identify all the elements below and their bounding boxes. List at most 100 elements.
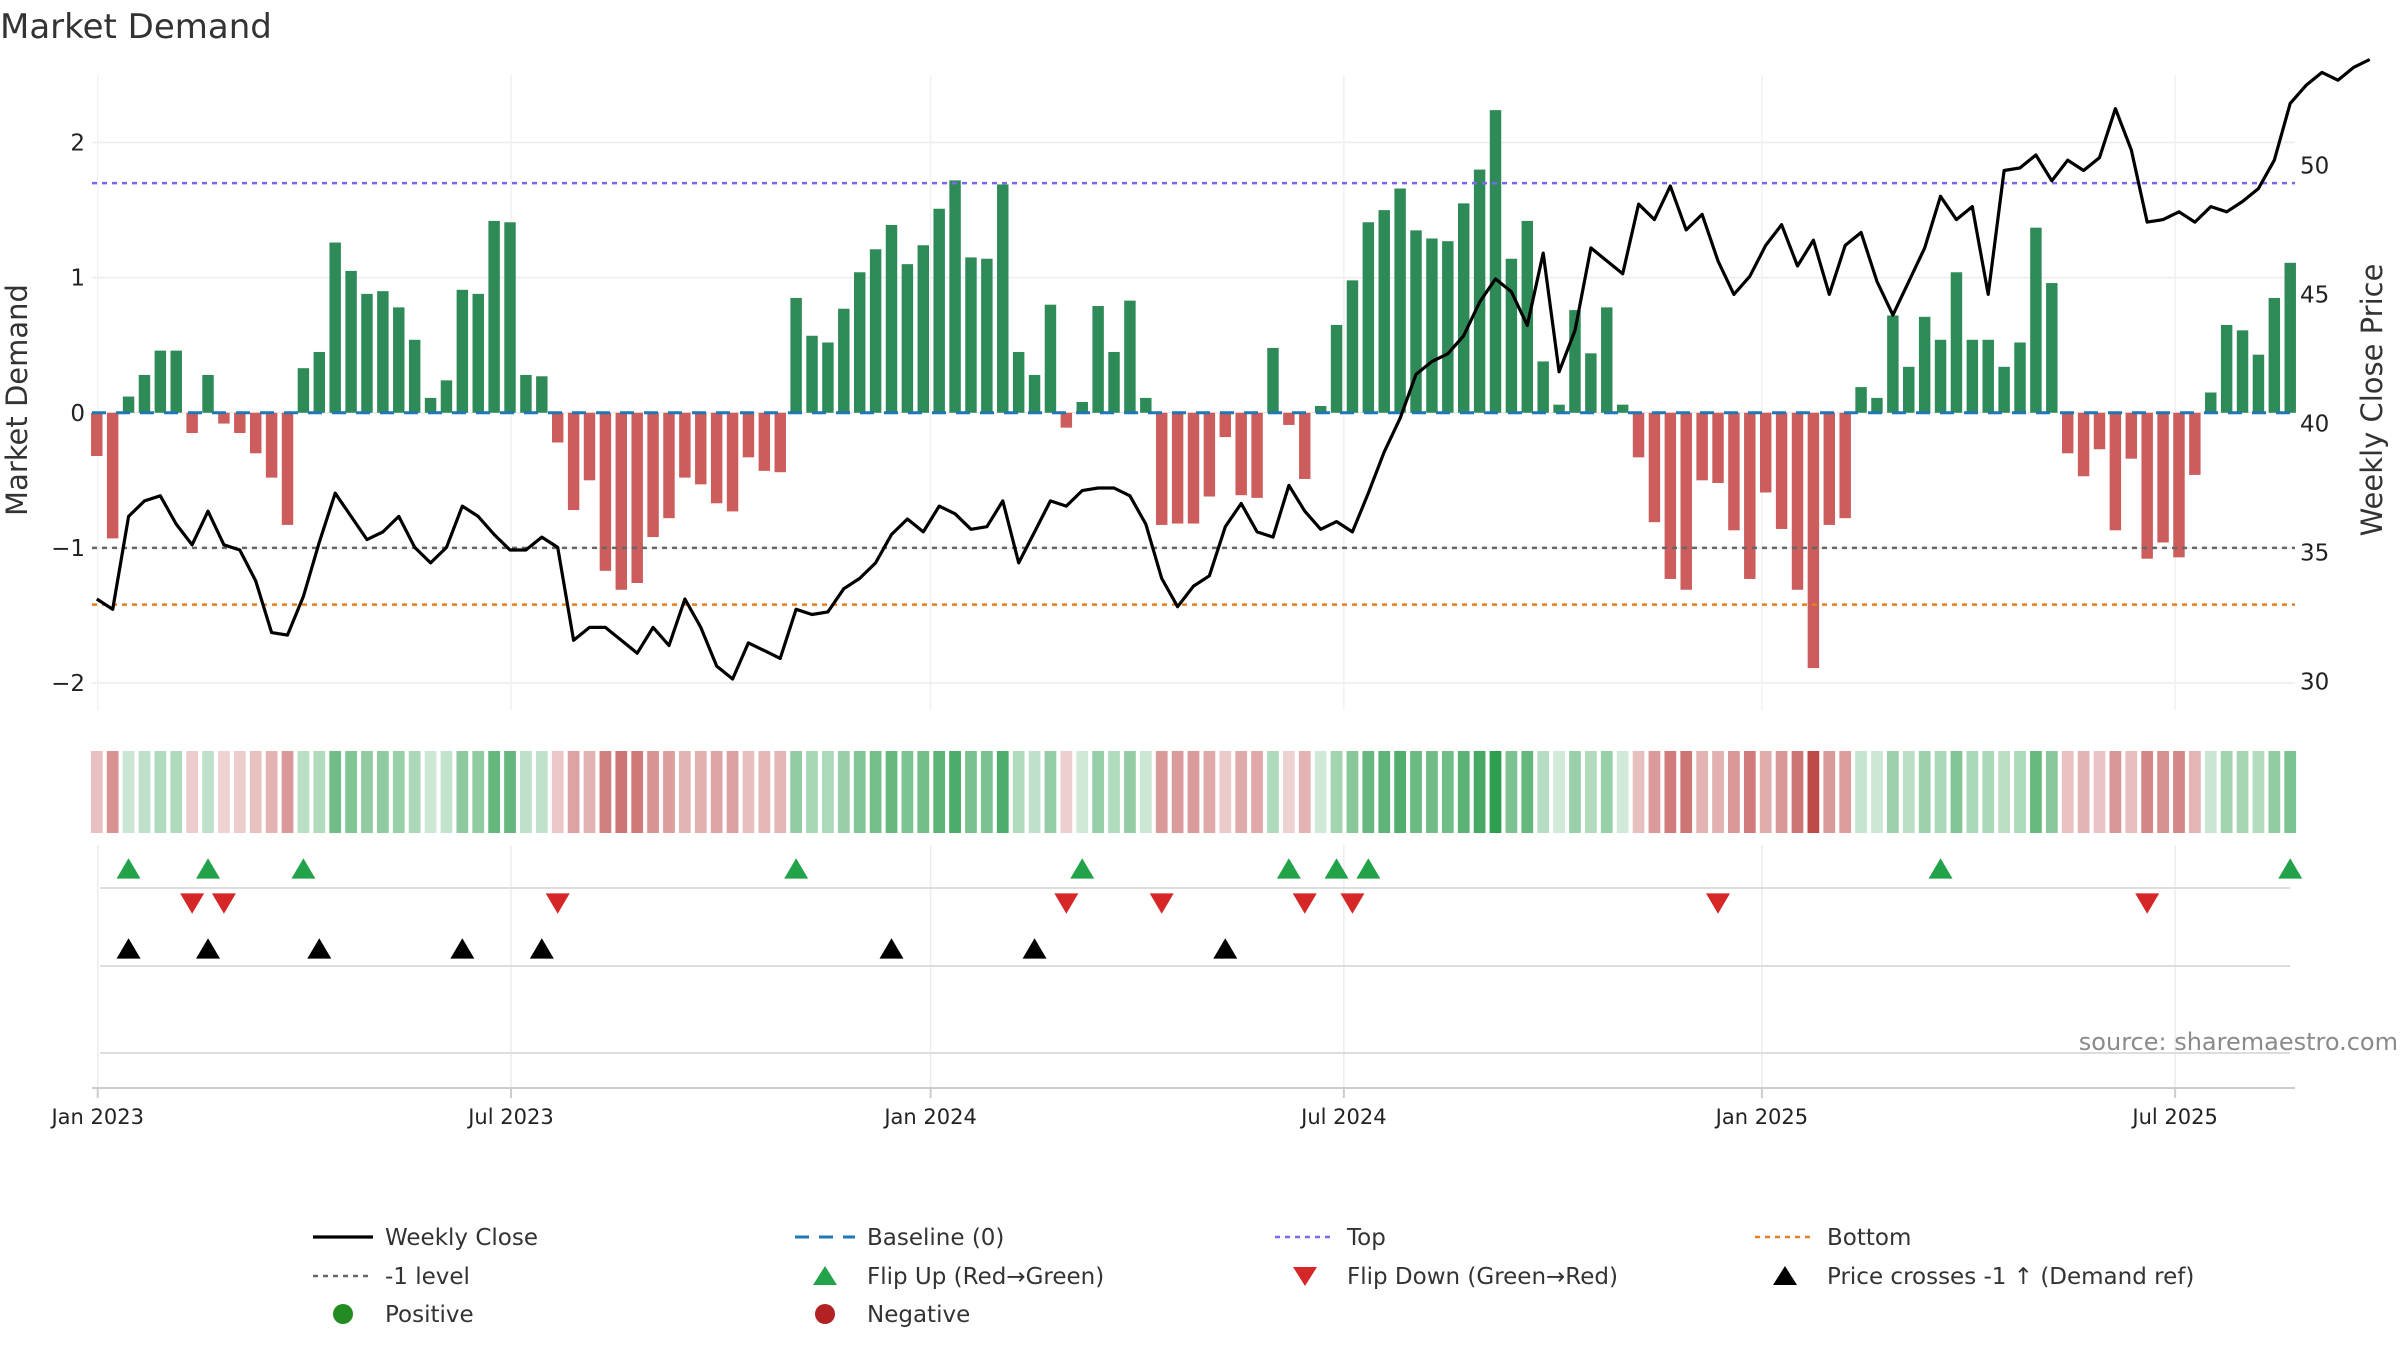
strip-cell bbox=[2030, 751, 2042, 833]
strip-cell bbox=[1378, 751, 1391, 833]
strip-cell bbox=[917, 751, 930, 833]
strip-cell bbox=[615, 751, 628, 833]
demand-bar bbox=[869, 249, 882, 413]
strip-cell bbox=[869, 751, 882, 833]
strip-cell bbox=[774, 751, 787, 833]
demand-bar bbox=[965, 257, 977, 413]
demand-bar bbox=[234, 412, 246, 434]
strip-cell bbox=[2204, 751, 2217, 833]
strip-cell bbox=[1569, 751, 1581, 833]
flip-up-marker bbox=[1324, 858, 1349, 879]
strip-cell bbox=[1060, 751, 1073, 833]
strip-cell bbox=[678, 751, 691, 833]
strip-cell bbox=[1426, 751, 1438, 833]
demand-bar bbox=[1457, 203, 1470, 413]
demand-bar bbox=[1155, 412, 1168, 525]
date-tick-label: Jan 2023 bbox=[49, 1105, 144, 1129]
demand-bar bbox=[1012, 351, 1025, 413]
demand-bar bbox=[393, 307, 405, 413]
demand-bar bbox=[2268, 297, 2281, 413]
demand-bar bbox=[901, 264, 914, 413]
demand-bar bbox=[1171, 412, 1184, 524]
demand-bar bbox=[2093, 412, 2106, 450]
strip-cell bbox=[520, 751, 532, 833]
demand-bar bbox=[631, 412, 643, 583]
demand-bar bbox=[917, 245, 930, 413]
demand-bar bbox=[1712, 412, 1724, 484]
demand-bar bbox=[1759, 412, 1772, 493]
demand-bar bbox=[2014, 342, 2026, 413]
legend-label: Bottom bbox=[1827, 1225, 1911, 1251]
flip-down-marker bbox=[1340, 893, 1365, 914]
strip-cell bbox=[424, 751, 437, 833]
demand-bar bbox=[2109, 412, 2122, 531]
demand-bar bbox=[1648, 412, 1661, 523]
demand-bar bbox=[1362, 222, 1375, 413]
demand-bar bbox=[408, 339, 421, 413]
strip-cell bbox=[2268, 751, 2281, 833]
demand-bar bbox=[186, 412, 198, 434]
demand-bar bbox=[2157, 412, 2169, 543]
strip-cell bbox=[1362, 751, 1375, 833]
strip-cell bbox=[106, 751, 119, 833]
flip-up-marker bbox=[1928, 858, 1953, 879]
strip-cell bbox=[1521, 751, 1534, 833]
flip-down-marker bbox=[2135, 893, 2160, 914]
demand-bar bbox=[170, 350, 182, 413]
strip-cell bbox=[1187, 751, 1200, 833]
strip-cell bbox=[2173, 751, 2185, 833]
demand-bar bbox=[1442, 241, 1454, 413]
demand-bar bbox=[536, 376, 548, 413]
demand-bar bbox=[679, 412, 691, 478]
strip-cell bbox=[2157, 751, 2169, 833]
strip-cell bbox=[1441, 751, 1454, 833]
demand-bar bbox=[1616, 404, 1629, 413]
chart-title: Market Demand bbox=[0, 7, 272, 47]
demand-bar bbox=[1855, 387, 1867, 413]
demand-bar bbox=[2030, 227, 2042, 413]
demand-bar bbox=[1664, 412, 1677, 579]
strip-cell bbox=[1982, 751, 1995, 833]
strip-cell bbox=[408, 751, 421, 833]
strip-cell bbox=[965, 751, 977, 833]
demand-bar bbox=[1410, 230, 1422, 413]
demand-bar bbox=[1807, 412, 1820, 669]
demand-bar bbox=[218, 412, 230, 424]
demand-bar bbox=[1473, 169, 1486, 413]
strip-cell bbox=[1902, 751, 1915, 833]
demand-bar bbox=[774, 412, 786, 473]
strip-cell bbox=[1203, 751, 1216, 833]
strip-cell bbox=[758, 751, 771, 833]
demand-bar bbox=[1696, 412, 1708, 481]
left-tick-label: 1 bbox=[70, 266, 85, 292]
strip-cell bbox=[647, 751, 659, 833]
demand-bar bbox=[1585, 353, 1597, 413]
demand-bar bbox=[2236, 330, 2249, 413]
strip-cell bbox=[504, 751, 516, 833]
strip-cell bbox=[1108, 751, 1120, 833]
legend-label: Price crosses -1 ↑ (Demand ref) bbox=[1827, 1264, 2194, 1290]
demand-bar bbox=[1251, 412, 1263, 498]
strip-cell bbox=[567, 751, 580, 833]
strip-cell bbox=[535, 751, 548, 833]
price-cross-marker bbox=[879, 938, 904, 959]
legend-label: Flip Down (Green→Red) bbox=[1347, 1264, 1618, 1290]
demand-bar bbox=[2061, 412, 2074, 454]
demand-bar bbox=[551, 412, 564, 443]
strip-cell bbox=[1235, 751, 1248, 833]
demand-bar bbox=[1346, 280, 1359, 413]
demand-bar bbox=[2125, 412, 2138, 459]
strip-cell bbox=[822, 751, 834, 833]
strip-cell bbox=[1584, 751, 1597, 833]
demand-bar bbox=[1203, 412, 1216, 497]
strip-cell bbox=[1743, 751, 1756, 833]
demand-bar bbox=[726, 412, 739, 512]
demand-bar bbox=[1283, 412, 1295, 425]
strip-cell bbox=[599, 751, 612, 833]
strip-cell bbox=[233, 751, 246, 833]
demand-bar bbox=[2173, 412, 2185, 558]
demand-bar bbox=[1982, 339, 1994, 413]
strip-cell bbox=[1775, 751, 1788, 833]
demand-bar bbox=[1918, 316, 1931, 413]
